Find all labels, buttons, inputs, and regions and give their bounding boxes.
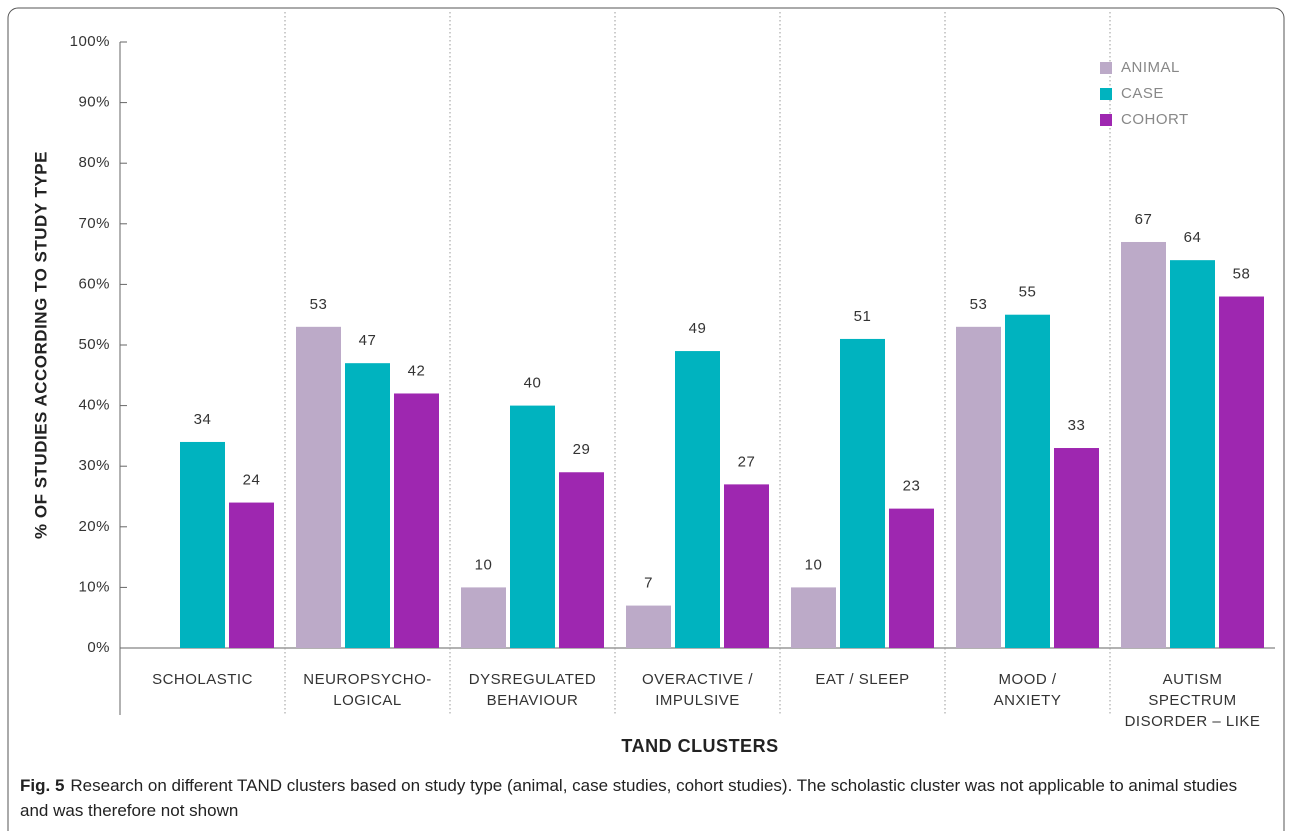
bar	[675, 351, 720, 648]
data-label: 7	[644, 575, 653, 592]
x-tick-label: AUTISM SPECTRUM DISORDER – LIKE	[1125, 671, 1261, 730]
y-axis-label: % OF STUDIES ACCORDING TO STUDY TYPE	[31, 151, 50, 539]
legend-swatch	[1100, 62, 1112, 74]
x-tick-label: MOOD / ANXIETY	[994, 671, 1062, 709]
data-label: 10	[805, 556, 823, 573]
legend-swatch	[1100, 88, 1112, 100]
y-tick-label: 10%	[78, 578, 110, 595]
data-label: 47	[359, 332, 377, 349]
bar	[559, 472, 604, 648]
bar	[394, 393, 439, 648]
y-tick-label: 100%	[70, 33, 110, 50]
data-label: 24	[243, 472, 261, 489]
data-label: 29	[573, 441, 591, 458]
data-label: 51	[854, 308, 872, 325]
data-label: 53	[310, 296, 328, 313]
data-label: 23	[903, 478, 921, 495]
data-label: 42	[408, 362, 426, 379]
y-tick-label: 90%	[78, 94, 110, 111]
bar	[345, 363, 390, 648]
bar	[1054, 448, 1099, 648]
x-tick-label: OVERACTIVE / IMPULSIVE	[642, 671, 753, 709]
legend-label: ANIMAL	[1121, 59, 1180, 76]
bar	[180, 441, 225, 648]
data-label: 55	[1019, 284, 1037, 301]
data-label: 40	[524, 375, 542, 392]
bar	[510, 405, 555, 648]
caption-text: Research on different TAND clusters base…	[20, 776, 1238, 820]
legend-label: COHORT	[1121, 111, 1189, 128]
bar	[791, 587, 836, 648]
bar	[296, 326, 341, 648]
data-label: 34	[194, 411, 212, 428]
legend-swatch	[1100, 114, 1112, 126]
y-tick-label: 0%	[87, 639, 110, 656]
frame	[7, 7, 1285, 831]
y-tick-label: 30%	[78, 457, 110, 474]
bar	[889, 508, 934, 648]
y-tick-label: 40%	[78, 397, 110, 414]
x-tick-label: EAT / SLEEP	[815, 671, 909, 688]
bar	[1170, 260, 1215, 648]
x-tick-label: SCHOLASTIC	[152, 671, 253, 688]
data-label: 49	[689, 320, 707, 337]
bar	[1121, 241, 1166, 649]
bar	[229, 502, 274, 648]
data-label: 58	[1233, 265, 1251, 282]
data-label: 27	[738, 453, 756, 470]
caption: Fig. 5 Research on different TAND cluster…	[20, 773, 1270, 823]
figure-label: Fig. 5	[20, 776, 65, 795]
data-label: 10	[475, 556, 493, 573]
y-tick-label: 80%	[78, 154, 110, 171]
legend-label: CASE	[1121, 85, 1164, 102]
bar	[724, 484, 769, 648]
x-tick-label: NEUROPSYCHO-LOGICAL	[303, 671, 432, 709]
bar	[1005, 314, 1050, 648]
bar	[956, 326, 1001, 648]
x-axis-label: TAND CLUSTERS	[621, 736, 778, 756]
y-tick-label: 50%	[78, 336, 110, 353]
data-label: 64	[1184, 229, 1202, 246]
x-tick-label: DYSREGULATED BEHAVIOUR	[469, 671, 596, 709]
bar	[461, 587, 506, 648]
data-label: 33	[1068, 417, 1086, 434]
bar	[626, 605, 671, 648]
y-tick-label: 60%	[78, 275, 110, 292]
bar	[1219, 296, 1264, 648]
data-label: 67	[1135, 211, 1153, 228]
bar	[840, 338, 885, 648]
data-label: 53	[970, 296, 988, 313]
y-tick-label: 20%	[78, 518, 110, 535]
y-tick-label: 70%	[78, 215, 110, 232]
